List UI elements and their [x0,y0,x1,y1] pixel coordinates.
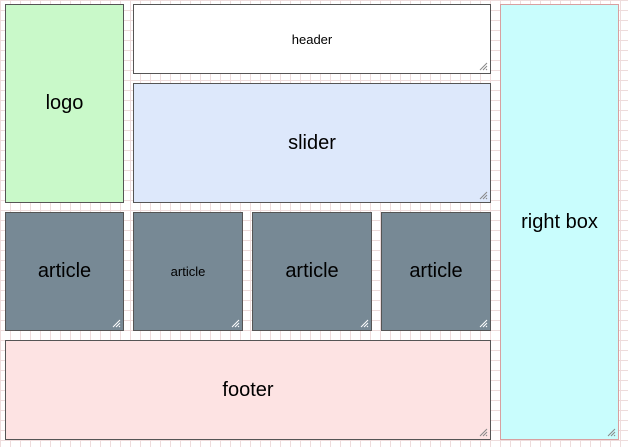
article-box[interactable]: article [133,212,243,331]
article-label: article [409,260,463,282]
resize-grip-icon[interactable] [231,319,240,328]
resize-grip-icon[interactable] [112,319,121,328]
right-box[interactable]: right box [500,4,619,440]
resize-grip-icon[interactable] [360,319,369,328]
header-box[interactable]: header [133,4,491,74]
footer-box[interactable]: footer [5,340,491,440]
resize-grip-icon[interactable] [479,428,488,437]
logo-box: logo [5,4,124,203]
article-box[interactable]: article [252,212,372,331]
footer-label: footer [222,378,274,401]
article-box[interactable]: article [5,212,124,331]
article-label: article [37,260,92,282]
article-label: article [285,260,339,282]
header-label: header [291,31,333,47]
article-label: article [170,264,206,279]
resize-grip-icon[interactable] [607,428,616,437]
right-box-label: right box [521,210,598,233]
resize-grip-icon[interactable] [479,62,488,71]
resize-grip-icon[interactable] [479,191,488,200]
article-box[interactable]: article [381,212,491,331]
resize-grip-icon[interactable] [479,319,488,328]
slider-label: slider [288,131,336,154]
slider-box[interactable]: slider [133,83,491,203]
logo-label: logo [45,92,84,114]
